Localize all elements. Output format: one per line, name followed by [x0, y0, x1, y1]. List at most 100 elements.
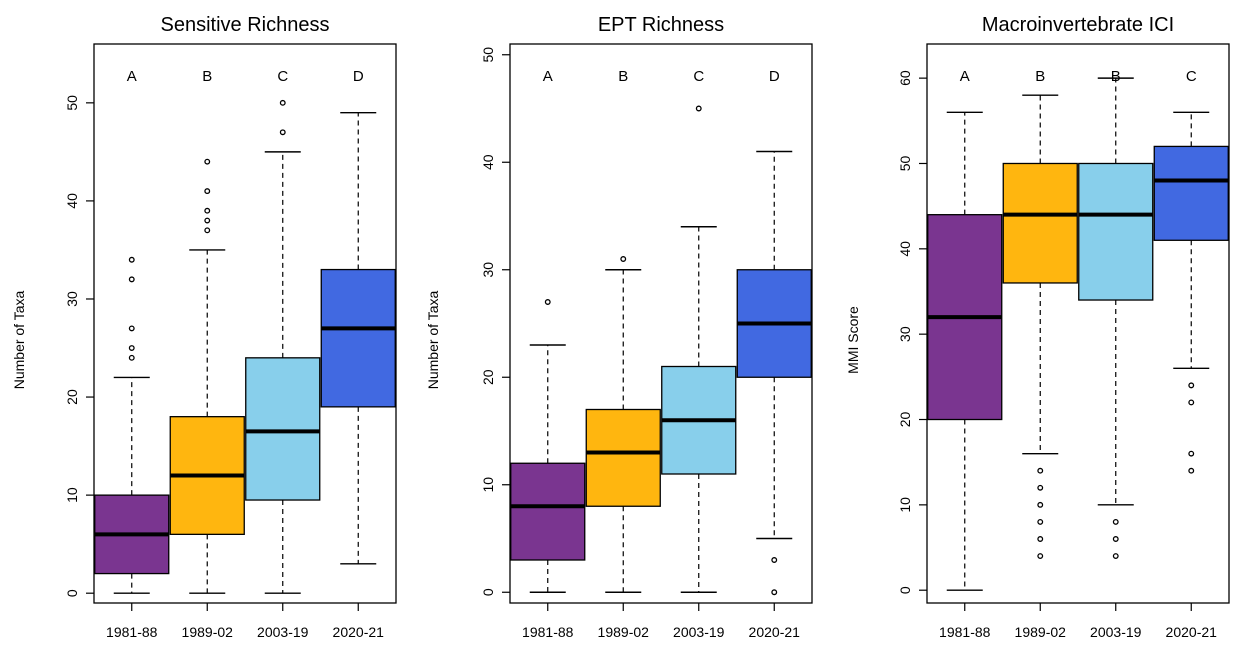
outlier-point: [1112, 553, 1119, 560]
group-letter: C: [693, 68, 704, 85]
box-2020-21: [320, 111, 396, 565]
outlier-point: [1188, 467, 1195, 474]
boxes: [510, 105, 812, 596]
group-letter: B: [1111, 68, 1121, 85]
box-1989-02: [1002, 94, 1078, 560]
box-1981-88: [510, 299, 586, 593]
box-1981-88: [927, 111, 1003, 591]
y-tick-label: 10: [480, 477, 496, 493]
outlier-point: [204, 227, 211, 234]
box-2020-21: [736, 150, 812, 596]
plot-frame: [926, 43, 1230, 604]
iqr-box: [1078, 162, 1154, 301]
group-letter: A: [543, 68, 553, 85]
y-axis: 0 10 20 30 40 50: [64, 95, 94, 597]
x-tick-label: 2020-21: [749, 624, 801, 640]
panel-title: Sensitive Richness: [161, 14, 330, 36]
outlier-point: [1112, 536, 1119, 542]
iqr-box: [1153, 145, 1229, 241]
panel-sensitive-richness: Sensitive Richness Number of Taxa 0 10 20 3…: [11, 14, 397, 640]
x-tick-label: 1989-02: [598, 624, 650, 640]
y-tick-label: 20: [64, 389, 80, 405]
outlier-point: [1188, 382, 1195, 389]
y-tick-label: 0: [897, 586, 913, 594]
outlier-point: [1037, 518, 1044, 525]
boxes: [94, 99, 396, 594]
x-tick-label: 1989-02: [1015, 624, 1067, 640]
box-1989-02: [585, 256, 661, 593]
outlier-point: [204, 188, 211, 195]
outlier-point: [1037, 536, 1044, 542]
x-axis: 1981-88 1989-02 2003-19 2020-21: [522, 603, 800, 640]
y-tick-label: 40: [897, 241, 913, 257]
panel-macroinvertebrate-ici: Macroinvertebrate ICI MMI Score 0 10 20 30 4…: [845, 14, 1230, 640]
group-letters: A B C D: [127, 68, 364, 85]
box-2003-19: [1078, 77, 1154, 560]
outlier-point: [128, 345, 135, 351]
box-2020-21: [1153, 111, 1229, 474]
y-tick-label: 20: [897, 412, 913, 428]
x-tick-label: 1981-88: [939, 624, 991, 640]
outlier-point: [1188, 450, 1195, 457]
outlier-point: [279, 129, 286, 136]
group-letter: B: [1035, 68, 1045, 85]
iqr-box: [510, 462, 586, 561]
outlier-point: [128, 354, 135, 361]
y-tick-label: 30: [64, 291, 80, 307]
panel-title: EPT Richness: [598, 14, 724, 36]
y-tick-label: 30: [897, 326, 913, 342]
x-tick-label: 2003-19: [673, 624, 725, 640]
panel-title: Macroinvertebrate ICI: [982, 14, 1174, 36]
group-letter: D: [353, 68, 364, 85]
x-tick-label: 2020-21: [1166, 624, 1218, 640]
outlier-point: [544, 299, 551, 305]
outlier-point: [1188, 399, 1195, 406]
y-tick-label: 40: [64, 193, 80, 209]
x-tick-label: 1981-88: [106, 624, 158, 640]
box-2003-19: [661, 105, 737, 593]
group-letter: B: [202, 68, 212, 85]
panel-ept-richness: EPT Richness Number of Taxa 01020304050 …: [425, 14, 813, 640]
iqr-box: [245, 357, 321, 501]
y-tick-label: 0: [480, 588, 496, 596]
boxes: [927, 77, 1229, 591]
outlier-point: [204, 217, 211, 224]
box-2003-19: [245, 99, 321, 594]
plot-frame: [509, 43, 813, 604]
iqr-box: [585, 408, 661, 507]
group-letter: A: [960, 68, 970, 85]
x-tick-label: 2003-19: [1090, 624, 1142, 640]
y-tick-label: 50: [480, 47, 496, 63]
outlier-point: [1037, 467, 1044, 474]
y-tick-label: 10: [64, 487, 80, 503]
y-tick-label: 60: [897, 70, 913, 86]
y-axis-label: MMI Score: [845, 306, 861, 374]
outlier-point: [128, 325, 135, 332]
group-letter: C: [277, 68, 288, 85]
x-tick-label: 1981-88: [522, 624, 574, 640]
y-axis-label: Number of Taxa: [11, 291, 27, 390]
outlier-point: [1037, 484, 1044, 491]
outlier-point: [620, 256, 627, 262]
y-axis-label: Number of Taxa: [425, 291, 441, 390]
x-axis: 1981-88 1989-02 2003-19 2020-21: [939, 603, 1217, 640]
outlier-point: [771, 589, 778, 596]
x-tick-label: 2020-21: [333, 624, 385, 640]
outlier-point: [128, 256, 135, 263]
outlier-point: [1037, 501, 1044, 508]
outlier-point: [1112, 518, 1119, 525]
outlier-point: [1037, 553, 1044, 560]
group-letter: C: [1186, 68, 1197, 85]
y-tick-label: 50: [897, 155, 913, 171]
y-tick-label: 50: [64, 95, 80, 111]
box-1989-02: [169, 158, 245, 594]
plot-frame: [93, 43, 397, 604]
y-tick-label: 20: [480, 369, 496, 385]
y-tick-label: 40: [480, 154, 496, 170]
y-tick-label: 30: [480, 262, 496, 278]
x-axis: 1981-88 1989-02 2003-19 2020-21: [106, 603, 384, 640]
y-tick-label: 0: [64, 589, 80, 597]
group-letter: B: [618, 68, 628, 85]
